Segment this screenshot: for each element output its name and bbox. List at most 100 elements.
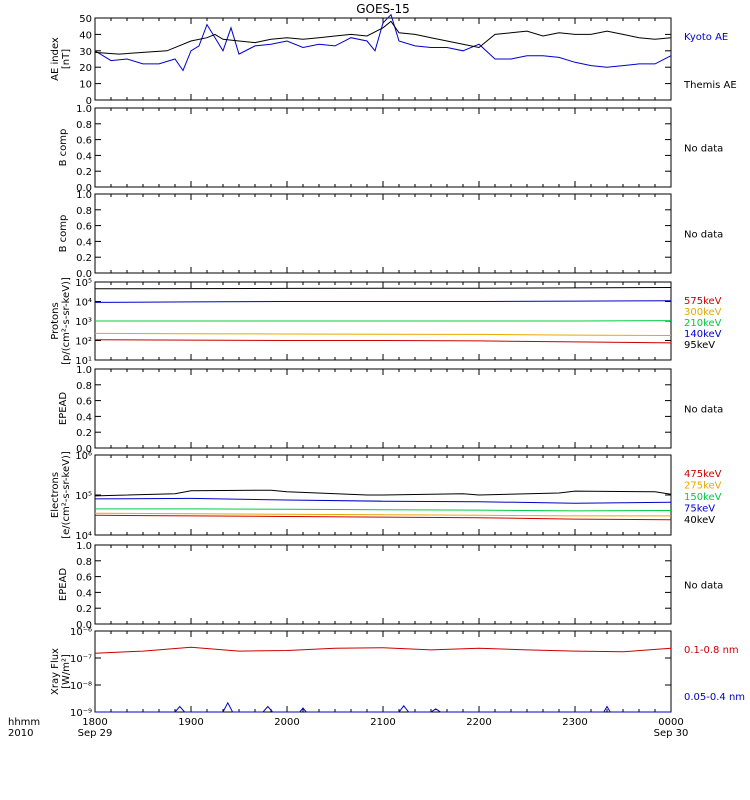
y-tick-label: 1.0 [76, 541, 92, 552]
y-axis-label: B comp [58, 129, 69, 167]
y-tick-label: 0.8 [76, 206, 92, 217]
chart-panel-7: 0.0 0.2 0.4 0.6 0.8 1.0 EPEAD No data [58, 541, 723, 631]
y-tick-label: 10⁻⁷ [70, 654, 92, 665]
series-line [94, 489, 672, 497]
y-axis-label: [p/(cm²-s-sr-keV)] [61, 277, 72, 365]
y-tick-label: 0.8 [76, 557, 92, 568]
panel-group: 0 10 20 30 40 50 AE index [nT] Kyoto AE Themis AE… [50, 13, 745, 719]
y-axis-label: Electrons [50, 472, 61, 518]
legend-entry: 40keV [684, 515, 715, 526]
x-tick-label: 2000 [274, 717, 299, 728]
y-tick-label: 10⁶ [75, 451, 92, 462]
legend-entry: 75keV [684, 504, 715, 515]
y-tick-label: 10² [75, 337, 92, 348]
y-tick-label: 0.8 [76, 120, 92, 131]
y-tick-label: 0.6 [76, 222, 92, 233]
y-tick-label: 0.8 [76, 381, 92, 392]
y-tick-label: 10 [79, 80, 92, 91]
series-line [95, 508, 672, 512]
y-tick-label: 0.2 [76, 604, 92, 615]
y-axis-label: [nT] [61, 49, 72, 69]
y-tick-label: 1.0 [76, 190, 92, 201]
y-axis-label: AE index [50, 37, 61, 81]
y-tick-label: 0 [86, 96, 92, 107]
no-data-note: No data [684, 144, 723, 155]
y-tick-label: 10⁵ [75, 491, 92, 502]
y-tick-label: 50 [79, 14, 92, 25]
y-tick-label: 0.0 [76, 269, 92, 280]
y-tick-label: 0.4 [76, 151, 92, 162]
chart-panel-2: 0.0 0.2 0.4 0.6 0.8 1.0 B comp No data [58, 104, 723, 194]
y-tick-label: 0.4 [76, 412, 92, 423]
y-tick-label: 10⁻⁸ [70, 681, 92, 692]
panel-frame [94, 193, 672, 274]
legend-entry: 575keV [684, 296, 722, 307]
chart-title: GOES-15 [356, 2, 410, 16]
y-tick-label: 10³ [75, 317, 92, 328]
start-date-label: Sep 29 [78, 728, 113, 739]
legend-entry: 210keV [684, 318, 722, 329]
y-axis-label: EPEAD [58, 392, 69, 426]
panel-frame [94, 544, 672, 625]
y-axis-label: [W/m²] [61, 654, 72, 689]
series-line [94, 287, 672, 290]
series-line [94, 339, 672, 344]
legend-entry: Kyoto AE [684, 32, 728, 43]
legend-entry: Themis AE [683, 80, 737, 91]
legend-entry: 0.05-0.4 nm [684, 692, 745, 703]
series-line [95, 701, 671, 713]
y-tick-label: 0.6 [76, 573, 92, 584]
series-line [94, 300, 672, 303]
series-line [94, 646, 672, 654]
y-tick-label: 1.0 [76, 104, 92, 115]
legend-entry: 275keV [684, 481, 722, 492]
x-tick-label: 1800 [82, 717, 107, 728]
y-tick-label: 0.0 [76, 183, 92, 194]
panel-frame [94, 17, 672, 101]
y-axis-label: Protons [50, 302, 61, 339]
y-axis-label: Xray Flux [50, 648, 61, 695]
chart-panel-3: 0.0 0.2 0.4 0.6 0.8 1.0 B comp No data [58, 190, 723, 280]
no-data-note: No data [684, 581, 723, 592]
year-label: 2010 [8, 728, 33, 739]
y-axis-label: [e/(cm²-s-sr-keV)] [61, 451, 72, 539]
y-tick-label: 30 [79, 47, 92, 58]
series-line [94, 13, 672, 72]
y-tick-label: 10⁻⁶ [70, 627, 92, 638]
chart-panel-1: 0 10 20 30 40 50 AE index [nT] Kyoto AE Themis AE [50, 13, 737, 107]
x-tick-label: 2100 [370, 717, 395, 728]
y-tick-label: 0.6 [76, 397, 92, 408]
x-tick-label: 1900 [178, 717, 203, 728]
y-tick-label: 1.0 [76, 365, 92, 376]
y-tick-label: 0.6 [76, 136, 92, 147]
y-tick-label: 10⁴ [75, 298, 92, 309]
legend-entry: 300keV [684, 307, 722, 318]
y-tick-label: 10⁻⁹ [70, 708, 92, 719]
y-axis-label: EPEAD [58, 568, 69, 602]
chart-panel-6: 10⁴ 10⁵ 10⁶ Electrons [e/(cm²-s-sr-keV)] 475k… [50, 451, 722, 542]
x-tick-label: 0000 [658, 717, 683, 728]
chart-panel-8: 10⁻⁹ 10⁻⁸ 10⁻⁷ 10⁻⁶ Xray Flux [W/m²] 0.1-0.8 n… [50, 627, 745, 719]
series-line [94, 497, 672, 504]
no-data-note: No data [684, 230, 723, 241]
time-format-label: hhmm [8, 717, 40, 728]
y-tick-label: 0.2 [76, 253, 92, 264]
y-tick-label: 10⁴ [75, 531, 92, 542]
x-tick-label: 2200 [466, 717, 491, 728]
y-tick-label: 0.4 [76, 237, 92, 248]
series-line [94, 512, 671, 517]
y-tick-label: 10⁵ [75, 278, 92, 289]
legend-entry: 0.1-0.8 nm [684, 645, 739, 656]
series-line [94, 514, 672, 521]
series-line [94, 20, 672, 55]
panel-frame [94, 368, 672, 449]
y-axis-label: B comp [58, 215, 69, 253]
panel-frame [94, 107, 672, 188]
y-tick-label: 0.0 [76, 444, 92, 455]
y-tick-label: 0.4 [76, 588, 92, 599]
end-date-label: Sep 30 [654, 728, 689, 739]
x-tick-label: 2300 [562, 717, 587, 728]
y-tick-label: 10¹ [75, 356, 92, 367]
y-tick-label: 40 [79, 30, 92, 41]
